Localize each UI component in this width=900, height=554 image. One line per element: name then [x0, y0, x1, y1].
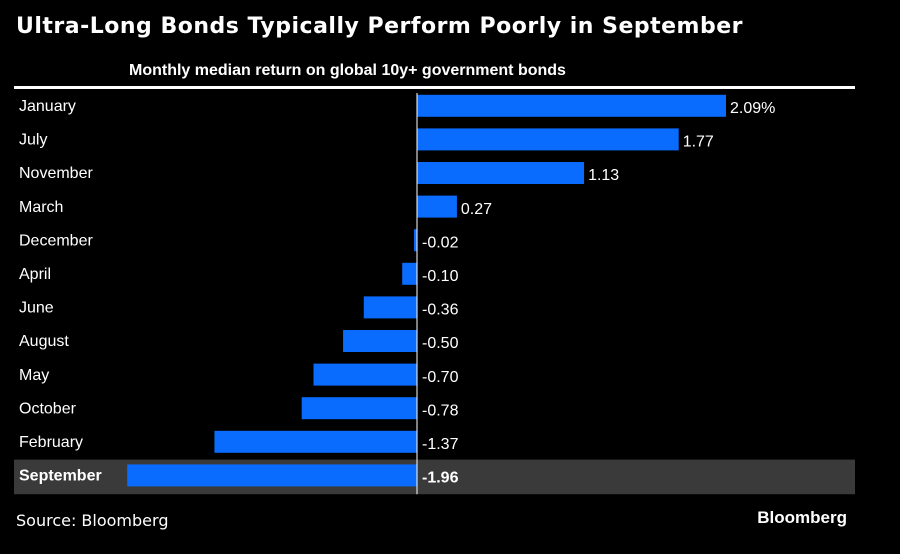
- category-label: November: [19, 165, 93, 182]
- bar: [417, 195, 457, 218]
- value-label: 0.27: [461, 201, 492, 218]
- bar: [301, 397, 417, 420]
- bar: [343, 330, 417, 352]
- category-label: October: [19, 400, 77, 417]
- source-note: Source: Bloomberg: [16, 511, 169, 530]
- category-label: August: [19, 333, 69, 350]
- bar: [363, 296, 417, 319]
- bar: [402, 262, 417, 285]
- value-label: -0.50: [422, 335, 459, 352]
- bar: [313, 363, 417, 386]
- chart-title: Ultra-Long Bonds Typically Perform Poorl…: [16, 14, 744, 39]
- value-label: 1.13: [588, 167, 619, 184]
- bar: [414, 229, 417, 252]
- category-label: May: [19, 367, 49, 384]
- category-label: December: [19, 232, 93, 249]
- bar: [417, 128, 679, 151]
- chart-subtitle: Monthly median return on global 10y+ gov…: [129, 62, 566, 79]
- value-label: 1.77: [683, 134, 714, 151]
- value-label: -0.36: [422, 302, 459, 319]
- header-rule: [14, 86, 855, 89]
- category-label: July: [19, 132, 47, 149]
- value-label: -1.37: [422, 436, 459, 453]
- bar: [127, 464, 417, 487]
- category-label: September: [19, 468, 102, 485]
- bar: [417, 94, 726, 117]
- bar: [417, 162, 585, 184]
- value-label: -0.70: [422, 369, 459, 386]
- value-label: -0.78: [422, 402, 459, 419]
- category-label: January: [19, 98, 76, 115]
- brand-logo: Bloomberg: [757, 508, 847, 527]
- value-label: -0.10: [422, 268, 459, 285]
- category-label: June: [19, 300, 54, 317]
- category-label: February: [19, 434, 83, 451]
- category-label: March: [19, 199, 63, 216]
- value-label: -0.02: [422, 234, 459, 251]
- value-label: -1.96: [422, 470, 459, 487]
- bar: [214, 430, 417, 453]
- category-label: April: [19, 266, 51, 283]
- value-label: 2.09%: [730, 100, 775, 117]
